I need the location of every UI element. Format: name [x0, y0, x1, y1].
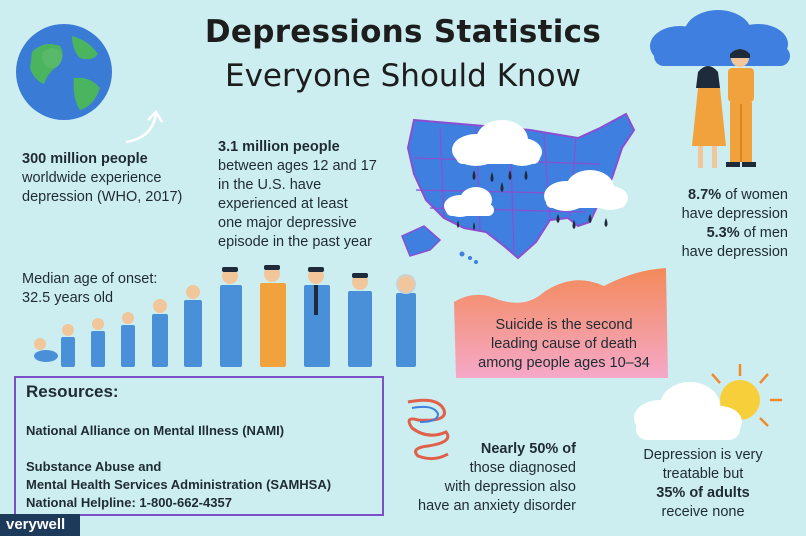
stat-youth: 3.1 million people between ages 12 and 1…: [218, 138, 377, 252]
women-percent: 8.7%: [688, 187, 722, 203]
stat-anxiety-line-3: with depression also: [444, 479, 576, 495]
men-percent: 5.3%: [706, 225, 740, 241]
stat-worldwide: 300 million people worldwide experience …: [22, 150, 182, 207]
sun-cloud-icon: [634, 364, 782, 440]
women-line-2: have depression: [681, 206, 788, 222]
stat-anxiety-line-1: Nearly 50% of: [480, 441, 576, 457]
spiral-icon: [407, 398, 450, 461]
stat-suicide-line-2: leading cause of death: [491, 336, 637, 352]
stat-gender: 8.7% of women have depression 5.3% of me…: [608, 186, 788, 262]
stat-youth-line-3: in the U.S. have: [218, 177, 322, 193]
resource-samhsa-line-2: Mental Health Services Administration (S…: [26, 477, 332, 492]
stat-anxiety-line-4: have an anxiety disorder: [418, 498, 576, 514]
stat-worldwide-line-1: 300 million people: [22, 151, 148, 167]
stat-onset-line-2: 32.5 years old: [22, 290, 114, 306]
men-label: of men: [739, 225, 788, 241]
resource-helpline: National Helpline: 1-800-662-4357: [26, 495, 232, 510]
people-ages-illustration: [34, 265, 416, 367]
title-line-1: Depressions Statistics: [204, 14, 602, 50]
stat-suicide-line-1: Suicide is the second: [495, 317, 633, 333]
stat-anxiety-line-2: those diagnosed: [469, 460, 576, 476]
stat-youth-line-1: 3.1 million people: [218, 139, 340, 155]
stat-worldwide-line-3: depression (WHO, 2017): [22, 189, 183, 205]
resources-title: Resources:: [26, 382, 119, 401]
stat-youth-line-6: episode in the past year: [218, 234, 372, 250]
resource-nami: National Alliance on Mental Illness (NAM…: [26, 423, 285, 438]
couple-under-cloud-illustration: [650, 10, 790, 168]
stat-suicide-line-3: among people ages 10–34: [478, 355, 650, 371]
curved-arrow-icon: [125, 109, 164, 144]
stat-youth-line-2: between ages 12 and 17: [218, 158, 377, 174]
stat-treatable-line-2: treatable but: [662, 466, 744, 482]
stat-onset: Median age of onset: 32.5 years old: [22, 270, 157, 308]
stat-youth-line-4: experienced at least: [218, 196, 348, 212]
stat-treatable-line-1: Depression is very: [643, 447, 763, 463]
resource-samhsa-line-1: Substance Abuse and: [26, 459, 162, 474]
rain-cloud-icon: [544, 170, 628, 229]
men-line-2: have depression: [681, 244, 788, 260]
women-label: of women: [721, 187, 788, 203]
rain-cloud-icon: [452, 120, 542, 192]
stat-suicide: Suicide is the second leading cause of d…: [458, 316, 670, 373]
stat-onset-line-1: Median age of onset:: [22, 271, 158, 287]
stat-anxiety: Nearly 50% of those diagnosed with depre…: [398, 440, 576, 516]
stat-treatable-line-3: 35% of adults: [656, 485, 750, 501]
rain-cloud-icon: [444, 187, 494, 230]
title-line-2: Everyone Should Know: [224, 58, 581, 94]
verywell-logo: verywell: [0, 514, 80, 536]
earth-icon: [16, 24, 112, 120]
stat-worldwide-line-2: worldwide experience: [22, 170, 162, 186]
stat-youth-line-5: one major depressive: [218, 215, 357, 231]
stat-treatable-line-4: receive none: [661, 504, 745, 520]
suicide-stat-background: [454, 268, 668, 378]
stat-treatable: Depression is very treatable but 35% of …: [618, 446, 788, 522]
resources-box: Resources: National Alliance on Mental I…: [14, 376, 384, 516]
